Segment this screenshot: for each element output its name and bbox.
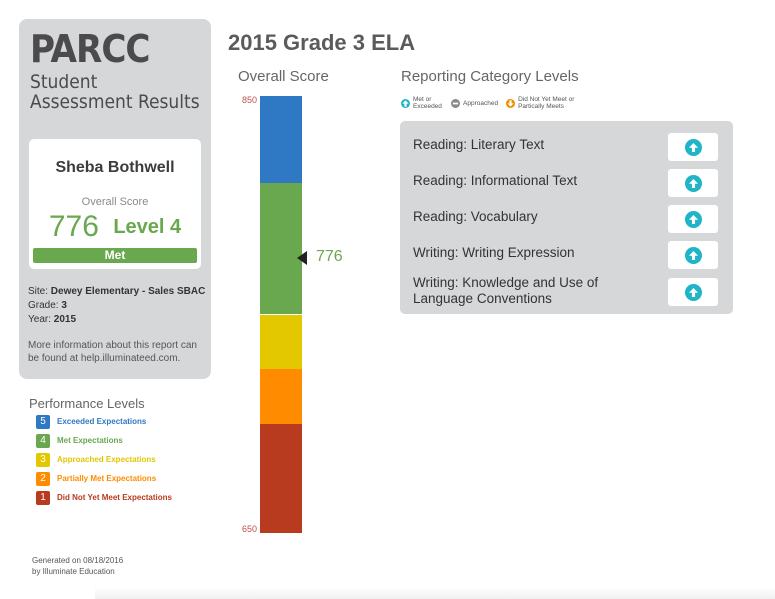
overall-score-bar (260, 96, 302, 533)
score-level: Level 4 (113, 215, 182, 238)
score-band-level-1 (260, 423, 302, 533)
arrow-up-icon (684, 246, 702, 264)
minus-icon (451, 98, 460, 108)
grade-label: Grade: (28, 300, 59, 311)
legend-label: Met or Exceeded (413, 96, 442, 110)
overall-score-title: Overall Score (238, 68, 329, 85)
reporting-category-label: Writing: Writing Expression (413, 245, 575, 260)
legend-item: Approached (451, 98, 499, 108)
arrow-up-icon (684, 174, 702, 192)
performance-level-item: 3 Approached Expectations (36, 450, 172, 469)
legend-item: Met or Exceeded (401, 96, 443, 110)
grade-line: Grade: 3 (28, 299, 205, 313)
performance-level-label: Approached Expectations (57, 455, 156, 464)
arrow-up-icon (401, 98, 410, 108)
reporting-category-label: Reading: Vocabulary (413, 209, 538, 224)
arrow-down-icon (506, 98, 516, 108)
reporting-category-label: Reading: Informational Text (413, 173, 578, 188)
grade-value: 3 (61, 300, 67, 311)
performance-levels-list: 5 Exceeded Expectations 4 Met Expectations 3… (36, 412, 172, 507)
performance-level-item: 5 Exceeded Expectations (36, 412, 172, 431)
site-label: Site: (28, 286, 49, 297)
legend-label: Approached (463, 99, 499, 107)
performance-level-label: Partially Met Expectations (57, 474, 157, 483)
year-line: Year: 2015 (28, 313, 205, 327)
student-score-card: Sheba Bothwell Overall Score 776 Level 4… (29, 139, 201, 269)
category-status-button[interactable] (668, 169, 718, 197)
performance-level-label: Exceeded Expectations (57, 417, 147, 426)
performance-level-badge: 5 (36, 414, 50, 429)
arrow-up-icon (684, 210, 702, 228)
performance-level-badge: 4 (36, 433, 50, 448)
reporting-category-panel: Reading: Literary Text Reading: Informati… (400, 121, 733, 314)
score-band-level-2 (260, 369, 302, 424)
brand-subtitle: Student Assessment Results (30, 71, 200, 113)
performance-level-item: 4 Met Expectations (36, 431, 172, 450)
performance-level-item: 2 Partially Met Expectations (36, 469, 172, 488)
page-title: 2015 Grade 3 ELA (228, 30, 416, 55)
category-status-button[interactable] (668, 241, 718, 269)
arrow-up-icon (684, 138, 702, 156)
scale-max-label: 850 (242, 95, 258, 105)
arrow-up-icon (684, 283, 702, 301)
student-name: Sheba Bothwell (55, 159, 175, 176)
score-marker-label: 776 (316, 247, 343, 265)
score-band-level-3 (260, 314, 302, 370)
legend-item: Did Not Yet Meet or Partically Meets (506, 96, 592, 110)
performance-level-label: Met Expectations (57, 436, 123, 445)
reporting-legend: Met or Exceeded Approached Did Not Yet Mee… (401, 96, 600, 110)
reporting-category-label: Reading: Literary Text (413, 137, 545, 152)
score-band-level-5 (260, 96, 302, 184)
performance-level-label: Did Not Yet Meet Expectations (57, 493, 172, 502)
overall-score-label: Overall Score (81, 196, 149, 208)
site-value: Dewey Elementary - Sales SBAC (50, 286, 206, 297)
more-info-text: More information about this report can b… (28, 340, 197, 364)
performance-level-badge: 3 (36, 452, 50, 467)
overall-score-value: 776 (48, 210, 99, 243)
score-row: 776 Level 4 (29, 210, 201, 244)
report-meta: Site: Dewey Elementary - Sales SBAC Grad… (28, 285, 205, 327)
performance-levels-title: Performance Levels (29, 396, 145, 411)
performance-level-badge: 1 (36, 490, 50, 505)
score-band-level-4 (260, 183, 302, 315)
reporting-category-title: Reporting Category Levels (401, 68, 579, 85)
performance-level-badge: 2 (36, 471, 50, 486)
generated-by: by Illuminate Education (32, 567, 115, 576)
reporting-category-label: Writing: Knowledge and Use of Language C… (413, 275, 599, 306)
status-badge: Met (33, 248, 197, 263)
site-line: Site: Dewey Elementary - Sales SBAC (28, 285, 205, 299)
brand-title: PARCC (30, 27, 151, 71)
legend-label: Did Not Yet Meet or Partically Meets (518, 96, 575, 110)
category-status-button[interactable] (668, 205, 718, 233)
generated-note: Generated on 08/18/2016 by Illuminate Ed… (32, 555, 123, 577)
category-status-button[interactable] (668, 133, 718, 161)
bottom-shade (95, 587, 775, 599)
year-value: 2015 (53, 314, 77, 325)
score-marker-icon (297, 250, 307, 265)
category-status-button[interactable] (668, 278, 718, 306)
scale-min-label: 650 (242, 524, 258, 534)
performance-level-item: 1 Did Not Yet Meet Expectations (36, 488, 172, 507)
generated-date: Generated on 08/18/2016 (32, 556, 124, 565)
year-label: Year: (28, 314, 51, 325)
student-summary-card: PARCC Student Assessment Results Sheba B… (19, 19, 211, 379)
